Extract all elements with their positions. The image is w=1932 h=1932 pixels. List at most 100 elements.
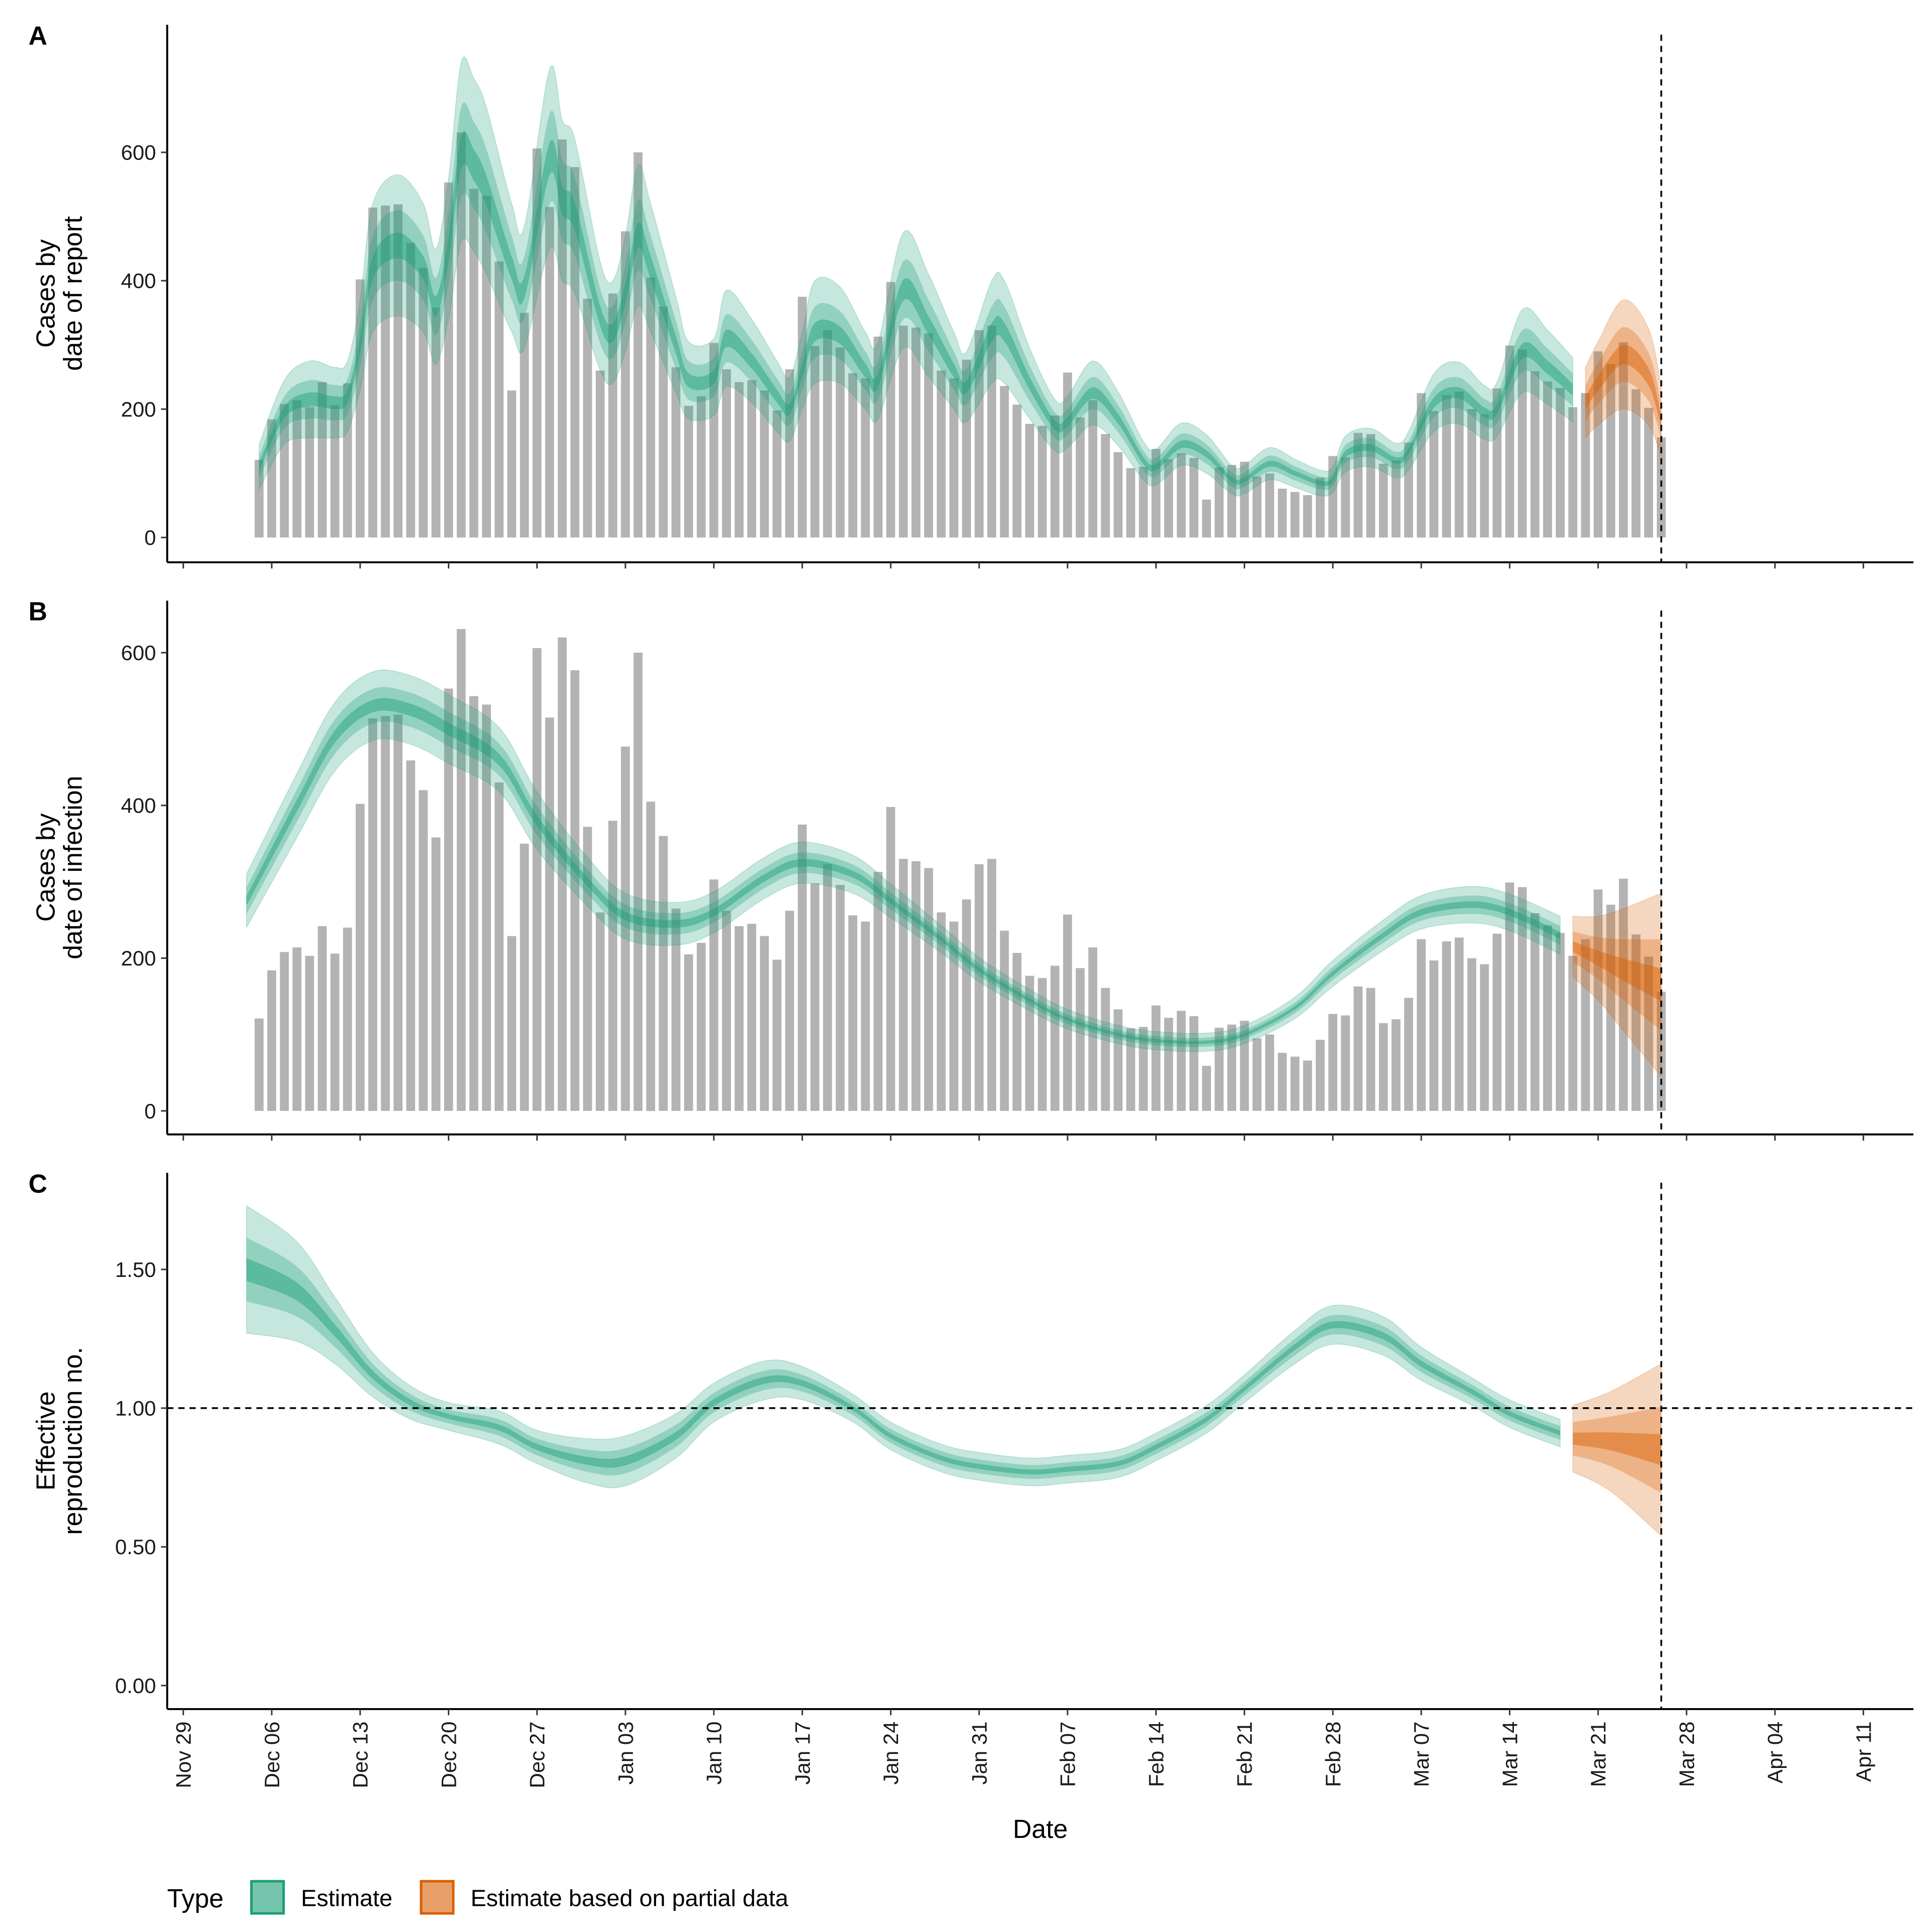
case-bar [1644,956,1653,1111]
x-tick-label: Nov 29 [172,1722,195,1789]
x-tick-label: Apr 04 [1763,1722,1787,1784]
case-bar [330,405,340,538]
case-bar [1252,1038,1262,1111]
y-tick-label: 1.00 [115,1397,156,1420]
case-bar [848,373,857,538]
case-bar [1492,388,1502,538]
case-bar [836,347,845,538]
case-bar [747,380,757,538]
case-bar [987,326,997,538]
x-tick-label: Mar 14 [1498,1722,1521,1787]
case-bar [633,653,643,1111]
case-bar [1164,459,1173,538]
case-bar [1568,955,1578,1111]
case-bar [1429,960,1438,1111]
legend-label-partial: Estimate based on partial data [470,1885,788,1911]
case-bar [911,328,921,538]
case-bar [696,396,706,538]
case-bar [1379,463,1388,538]
partial-estimate-ribbon-20 [1573,1432,1661,1466]
case-bar [381,205,390,538]
case-bar [368,207,377,538]
case-bar [797,824,807,1111]
partial-estimate-ribbon-20 [1573,941,1661,1002]
case-bar [735,926,744,1111]
case-bar [292,947,302,1111]
case-bar [1290,492,1300,538]
y-tick-label: 600 [121,641,156,665]
case-bar [886,282,896,538]
case-bar [1126,1028,1136,1111]
case-bar [330,953,340,1111]
case-bar [785,911,794,1111]
case-bar [292,400,302,538]
case-bar [557,139,567,538]
panel-C: 0.00 0.50 1.00 1.50 Effectivereproduction no… [29,1169,1914,1789]
case-bar [456,132,466,538]
x-tick-label: Feb 21 [1233,1722,1256,1787]
case-bar [962,359,971,538]
case-bar [823,330,832,538]
case-bar [1088,400,1097,538]
case-bar [621,746,630,1111]
y-axis-title: Effectivereproduction no. [31,1347,87,1535]
y-tick-label: 400 [121,794,156,818]
estimate-ribbon-50 [259,102,1573,490]
case-bar [1050,965,1060,1111]
case-bar [797,296,807,538]
case-bar [482,196,491,538]
case-bar [1366,434,1376,538]
case-bar [1151,1005,1161,1111]
case-bar [1606,905,1616,1111]
case-bar [1442,394,1451,538]
case-bar [1517,887,1527,1111]
case-bar [381,716,390,1111]
x-tick-label: Jan 17 [790,1722,814,1785]
case-bar [482,704,491,1111]
estimate-ribbon-90 [259,56,1573,497]
case-bar [810,883,820,1111]
case-bar [1176,1011,1186,1111]
case-bar [1404,442,1413,538]
case-bar [469,696,478,1111]
case-bar [267,419,276,538]
case-bar [1328,456,1337,538]
case-bar [545,207,554,538]
case-bar [899,326,908,538]
case-bar [1442,941,1451,1111]
case-bar [1101,434,1110,538]
estimate-ribbon-90 [246,669,1561,1053]
case-bar [1417,393,1426,538]
case-bar [393,204,403,538]
case-bar [848,915,857,1111]
case-bar [886,807,896,1111]
case-bar [1240,461,1249,538]
case-bar [305,955,314,1111]
case-bar [495,782,504,1111]
case-bar [255,459,264,538]
case-bar [431,837,441,1111]
case-bar [419,790,428,1111]
case-bar [1076,968,1085,1111]
x-tick-label: Jan 31 [968,1722,991,1785]
case-bar [583,827,592,1111]
case-bar [1139,467,1148,538]
case-bar [684,954,693,1111]
case-bar [785,369,794,538]
case-bar [255,1018,264,1111]
x-tick-label: Dec 13 [349,1722,372,1789]
case-bar [760,390,769,538]
case-bar [1341,457,1350,538]
legend-label-estimate: Estimate [301,1885,392,1911]
y-axis-title: Cases bydate of infection [31,776,87,959]
case-bar [570,670,580,1111]
case-bar [495,261,504,538]
case-bar [1113,1009,1123,1111]
y-tick-label: 600 [121,141,156,165]
case-bar [532,648,542,1111]
case-bar [633,152,643,538]
case-bar [280,404,289,538]
case-bar [1619,342,1628,538]
x-tick-label: Dec 27 [525,1722,549,1789]
